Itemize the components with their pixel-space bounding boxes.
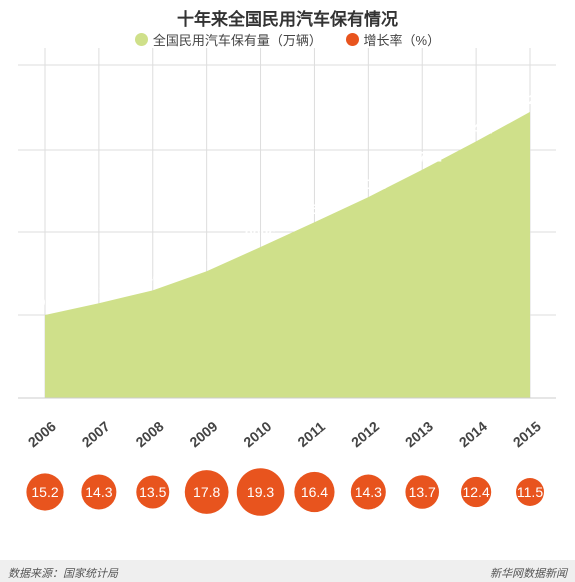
growth-rate-circle xyxy=(236,468,285,516)
footer: 数据来源：国家统计局 新华网数据新闻 xyxy=(0,560,575,582)
growth-rate-label: 15.2 xyxy=(31,484,58,500)
x-tick-label: 2012 xyxy=(348,418,382,450)
legend-item-growth: 增长率（%） xyxy=(345,30,441,49)
growth-rate-circle xyxy=(461,476,492,508)
data-label-ownership: 15447 xyxy=(457,120,496,136)
data-label-ownership: 12089 xyxy=(349,176,388,192)
growth-rate-label: 13.7 xyxy=(409,484,436,500)
growth-rate-circle xyxy=(136,475,170,509)
growth-rate-label: 19.3 xyxy=(247,484,274,500)
growth-rate-circle xyxy=(26,473,64,511)
growth-rate-circle xyxy=(405,475,440,509)
brand-label: 新华网数据新闻 xyxy=(490,568,567,580)
growth-rate-label: 11.5 xyxy=(517,484,543,500)
growth-rate-label: 13.5 xyxy=(139,484,166,500)
legend-label-ownership: 全国民用汽车保有量（万辆） xyxy=(152,33,322,48)
area-chart: 4985 5697 6467 7619 9086 10578 12089 13741 15447… xyxy=(18,48,556,516)
legend-swatch-ownership xyxy=(134,33,148,46)
growth-rate-circle xyxy=(81,474,117,510)
growth-rate-circle xyxy=(516,478,544,506)
x-tick-label: 2009 xyxy=(186,418,220,450)
growth-rate-circle xyxy=(184,470,229,514)
data-label-ownership: 7619 xyxy=(191,250,222,266)
x-tick-label: 2015 xyxy=(510,418,544,450)
data-label-ownership: 13741 xyxy=(403,149,442,165)
data-label-ownership: 17228 xyxy=(513,91,552,107)
legend: 全国民用汽车保有量（万辆） 增长率（%） xyxy=(0,30,575,49)
data-label-ownership: 4985 xyxy=(30,294,61,310)
x-tick-label: 2008 xyxy=(132,418,166,450)
data-label-ownership: 5697 xyxy=(83,282,114,298)
x-tick-label: 2006 xyxy=(25,418,59,450)
ownership-area xyxy=(45,111,530,399)
growth-rate-circle xyxy=(294,471,335,513)
chart-title: 十年来全国民用汽车保有情况 xyxy=(177,10,398,29)
data-label-ownership: 9086 xyxy=(245,226,276,242)
legend-swatch-growth xyxy=(345,33,359,46)
growth-rate-label: 14.3 xyxy=(85,484,112,500)
data-label-ownership: 10578 xyxy=(295,201,334,217)
data-label-ownership: 6467 xyxy=(137,269,168,285)
growth-rate-label: 17.8 xyxy=(193,484,220,500)
legend-item-ownership: 全国民用汽车保有量（万辆） xyxy=(134,30,322,49)
x-tick-label: 2007 xyxy=(79,418,113,450)
data-source: 数据来源：国家统计局 xyxy=(8,568,118,580)
x-tick-label: 2010 xyxy=(240,418,274,450)
x-tick-label: 2011 xyxy=(294,418,328,450)
x-tick-label: 2013 xyxy=(402,418,436,450)
growth-rate-circle xyxy=(350,474,386,510)
growth-rate-label: 16.4 xyxy=(301,484,328,500)
growth-rate-label: 12.4 xyxy=(462,484,489,500)
legend-label-growth: 增长率（%） xyxy=(363,33,441,48)
growth-rate-label: 14.3 xyxy=(355,484,382,500)
x-tick-label: 2014 xyxy=(456,418,490,450)
